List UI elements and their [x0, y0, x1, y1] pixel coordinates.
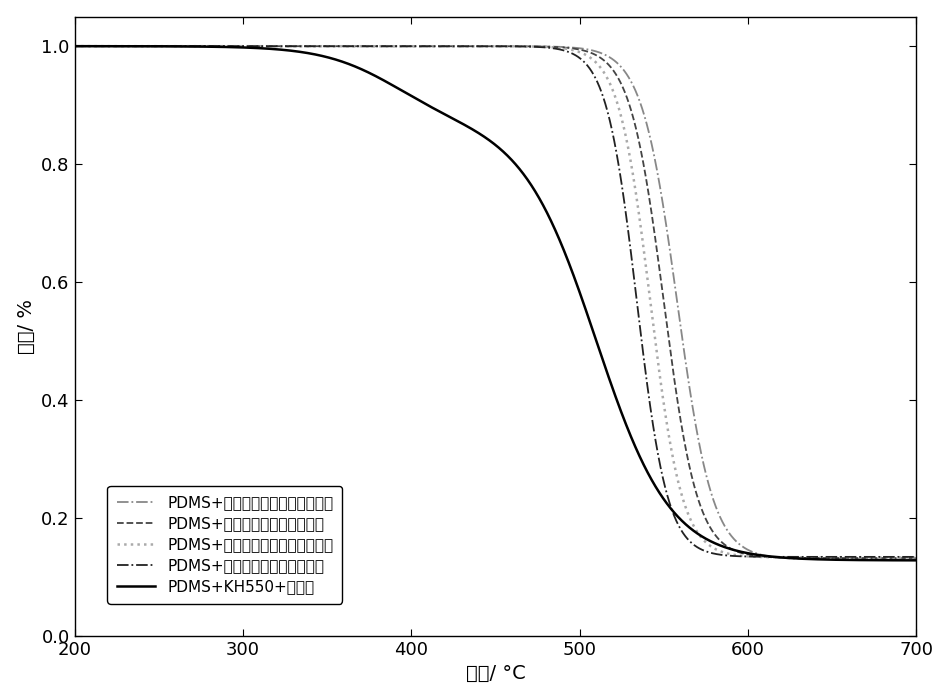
Line: PDMS+一正丁胺甲基三乙氧基硅烷: PDMS+一正丁胺甲基三乙氧基硅烷: [75, 46, 917, 559]
X-axis label: 温度/ °C: 温度/ °C: [466, 664, 525, 683]
PDMS+一正丁胺甲基三乙氧基硅烷: [894, 555, 905, 564]
PDMS+环己胺甲基三乙氧基硅烷: [215, 42, 226, 50]
PDMS+环己胺甲基三乙氧基硅烷: [69, 42, 81, 50]
Y-axis label: 重量/ %: 重量/ %: [17, 299, 36, 354]
PDMS+一正丁胺甲基三乙氧基硅烷: [804, 554, 815, 563]
PDMS+二乙胺甲基三乙氧基硅烷: [69, 42, 81, 50]
PDMS+KH550+催化剂: [215, 43, 226, 51]
PDMS+二正丁胺甲基三乙氧基硅烷: [215, 42, 226, 50]
PDMS+KH550+催化剂: [428, 104, 440, 113]
PDMS+二乙胺甲基三乙氧基硅烷: [428, 42, 440, 50]
PDMS+KH550+催化剂: [165, 42, 177, 50]
Legend: PDMS+一正丁胺甲基三乙氧基硅烷, PDMS+环己胺甲基三乙氧基硅烷, PDMS+二正丁胺甲基三乙氧基硅烷, PDMS+二乙胺甲基三乙氧基硅烷, PDMS+K: PDMS+一正丁胺甲基三乙氧基硅烷, PDMS+环己胺甲基三乙氧基硅烷, PDM…: [107, 486, 342, 603]
PDMS+二乙胺甲基三乙氧基硅烷: [804, 553, 815, 561]
PDMS+环己胺甲基三乙氧基硅烷: [165, 42, 177, 50]
PDMS+环己胺甲基三乙氧基硅烷: [391, 42, 403, 50]
PDMS+二乙胺甲基三乙氧基硅烷: [165, 42, 177, 50]
Line: PDMS+KH550+催化剂: PDMS+KH550+催化剂: [75, 46, 917, 560]
Line: PDMS+二正丁胺甲基三乙氧基硅烷: PDMS+二正丁胺甲基三乙氧基硅烷: [75, 46, 917, 557]
PDMS+二正丁胺甲基三乙氧基硅烷: [911, 553, 922, 561]
PDMS+二正丁胺甲基三乙氧基硅烷: [391, 42, 403, 50]
PDMS+KH550+催化剂: [391, 84, 403, 92]
PDMS+一正丁胺甲基三乙氧基硅烷: [165, 42, 177, 50]
PDMS+二正丁胺甲基三乙氧基硅烷: [894, 553, 905, 561]
PDMS+一正丁胺甲基三乙氧基硅烷: [215, 42, 226, 50]
PDMS+一正丁胺甲基三乙氧基硅烷: [391, 42, 403, 50]
Line: PDMS+二乙胺甲基三乙氧基硅烷: PDMS+二乙胺甲基三乙氧基硅烷: [75, 46, 917, 557]
PDMS+环己胺甲基三乙氧基硅烷: [894, 554, 905, 562]
PDMS+环己胺甲基三乙氧基硅烷: [428, 42, 440, 50]
PDMS+一正丁胺甲基三乙氧基硅烷: [428, 42, 440, 50]
PDMS+一正丁胺甲基三乙氧基硅烷: [69, 42, 81, 50]
PDMS+二正丁胺甲基三乙氧基硅烷: [428, 42, 440, 50]
PDMS+KH550+催化剂: [804, 555, 815, 564]
Line: PDMS+环己胺甲基三乙氧基硅烷: PDMS+环己胺甲基三乙氧基硅烷: [75, 46, 917, 558]
PDMS+一正丁胺甲基三乙氧基硅烷: [911, 555, 922, 564]
PDMS+二正丁胺甲基三乙氧基硅烷: [165, 42, 177, 50]
PDMS+KH550+催化剂: [911, 556, 922, 564]
PDMS+二乙胺甲基三乙氧基硅烷: [391, 42, 403, 50]
PDMS+二乙胺甲基三乙氧基硅烷: [894, 553, 905, 561]
PDMS+二乙胺甲基三乙氧基硅烷: [911, 553, 922, 561]
PDMS+环己胺甲基三乙氧基硅烷: [911, 554, 922, 562]
PDMS+KH550+催化剂: [69, 42, 81, 50]
PDMS+KH550+催化剂: [894, 556, 905, 564]
PDMS+二乙胺甲基三乙氧基硅烷: [215, 42, 226, 50]
PDMS+环己胺甲基三乙氧基硅烷: [804, 554, 815, 562]
PDMS+二正丁胺甲基三乙氧基硅烷: [69, 42, 81, 50]
PDMS+二正丁胺甲基三乙氧基硅烷: [804, 553, 815, 561]
